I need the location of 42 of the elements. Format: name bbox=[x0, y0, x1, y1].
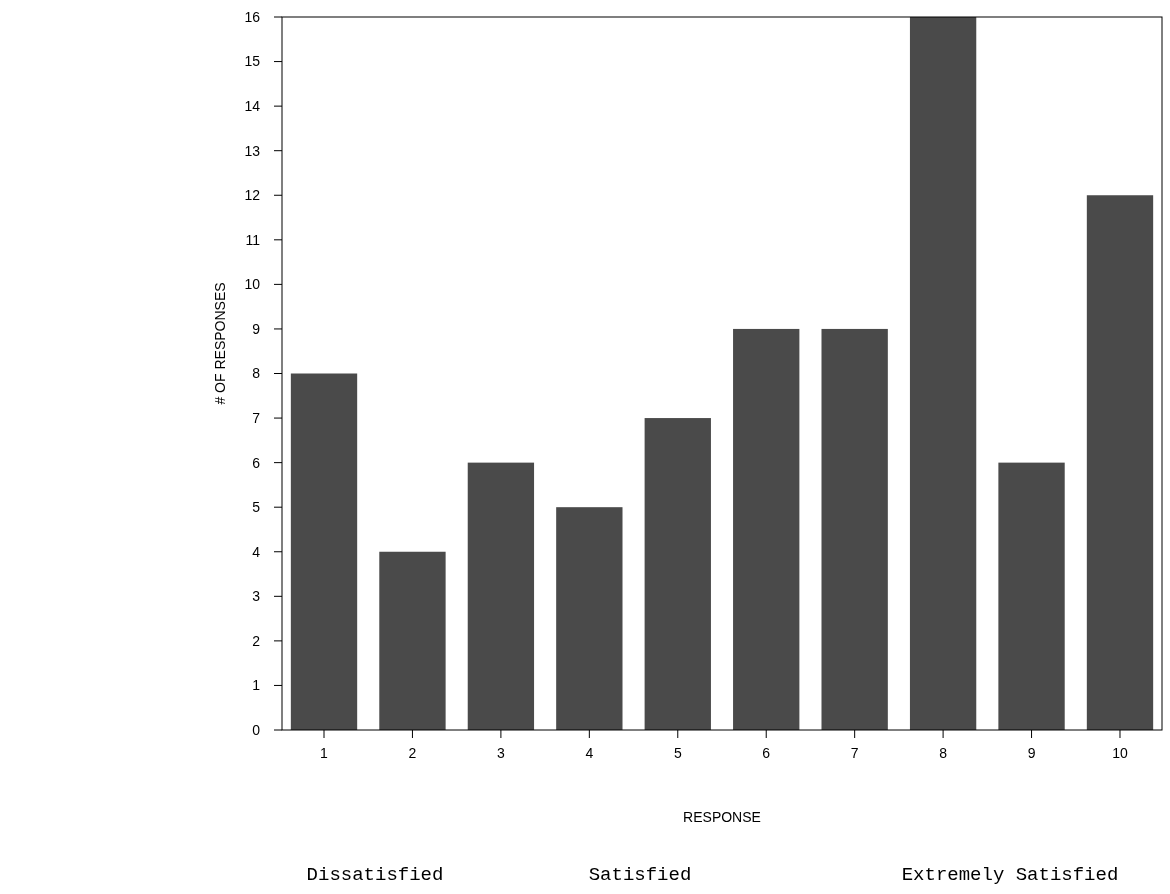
x-tick-label: 8 bbox=[939, 745, 948, 761]
y-tick-label: 2 bbox=[252, 632, 261, 649]
bar bbox=[467, 462, 535, 730]
y-tick-label: 16 bbox=[244, 8, 261, 25]
bar bbox=[1086, 195, 1154, 730]
x-tick-label: 6 bbox=[762, 745, 771, 761]
y-tick-label: 7 bbox=[252, 409, 261, 426]
x-tick-label: 2 bbox=[408, 745, 417, 761]
bar bbox=[733, 328, 800, 730]
x-tick-label: 5 bbox=[673, 745, 682, 761]
x-tick-label: 7 bbox=[850, 745, 859, 761]
y-tick-label: 9 bbox=[252, 320, 261, 337]
text: Extremely Satisfied bbox=[901, 864, 1119, 886]
bar bbox=[998, 462, 1065, 730]
y-tick-label: 15 bbox=[244, 53, 261, 70]
y-tick-label: 10 bbox=[244, 276, 261, 293]
y-tick-label: 12 bbox=[244, 187, 261, 204]
x-tick-label: 9 bbox=[1027, 745, 1036, 761]
x-tick-label: 1 bbox=[320, 745, 329, 761]
bar bbox=[821, 328, 888, 730]
bar bbox=[290, 373, 358, 730]
bar bbox=[379, 551, 446, 730]
y-tick-label: 11 bbox=[245, 231, 261, 248]
y-tick-label: 5 bbox=[252, 499, 261, 516]
y-tick-label: 3 bbox=[252, 588, 261, 605]
x-tick-label: 4 bbox=[585, 745, 594, 761]
text: Dissatisfied bbox=[306, 864, 444, 886]
y-tick-label: 6 bbox=[252, 454, 261, 471]
y-tick-label: 4 bbox=[252, 543, 261, 560]
y-tick-label: 13 bbox=[244, 142, 261, 159]
y-tick-label: 14 bbox=[244, 98, 261, 115]
x-axis-title: RESPONSE bbox=[683, 809, 761, 825]
bar bbox=[556, 507, 623, 730]
y-tick-label: 1 bbox=[252, 677, 261, 694]
bar bbox=[909, 17, 977, 730]
y-tick-label: 0 bbox=[252, 721, 261, 738]
bar bbox=[644, 418, 711, 730]
text: Satisfied bbox=[588, 864, 692, 886]
y-axis-title: # OF RESPONSES bbox=[212, 282, 228, 405]
x-tick-label: 10 bbox=[1112, 745, 1128, 761]
x-tick-label: 3 bbox=[497, 745, 505, 761]
y-tick-label: 8 bbox=[252, 365, 261, 382]
